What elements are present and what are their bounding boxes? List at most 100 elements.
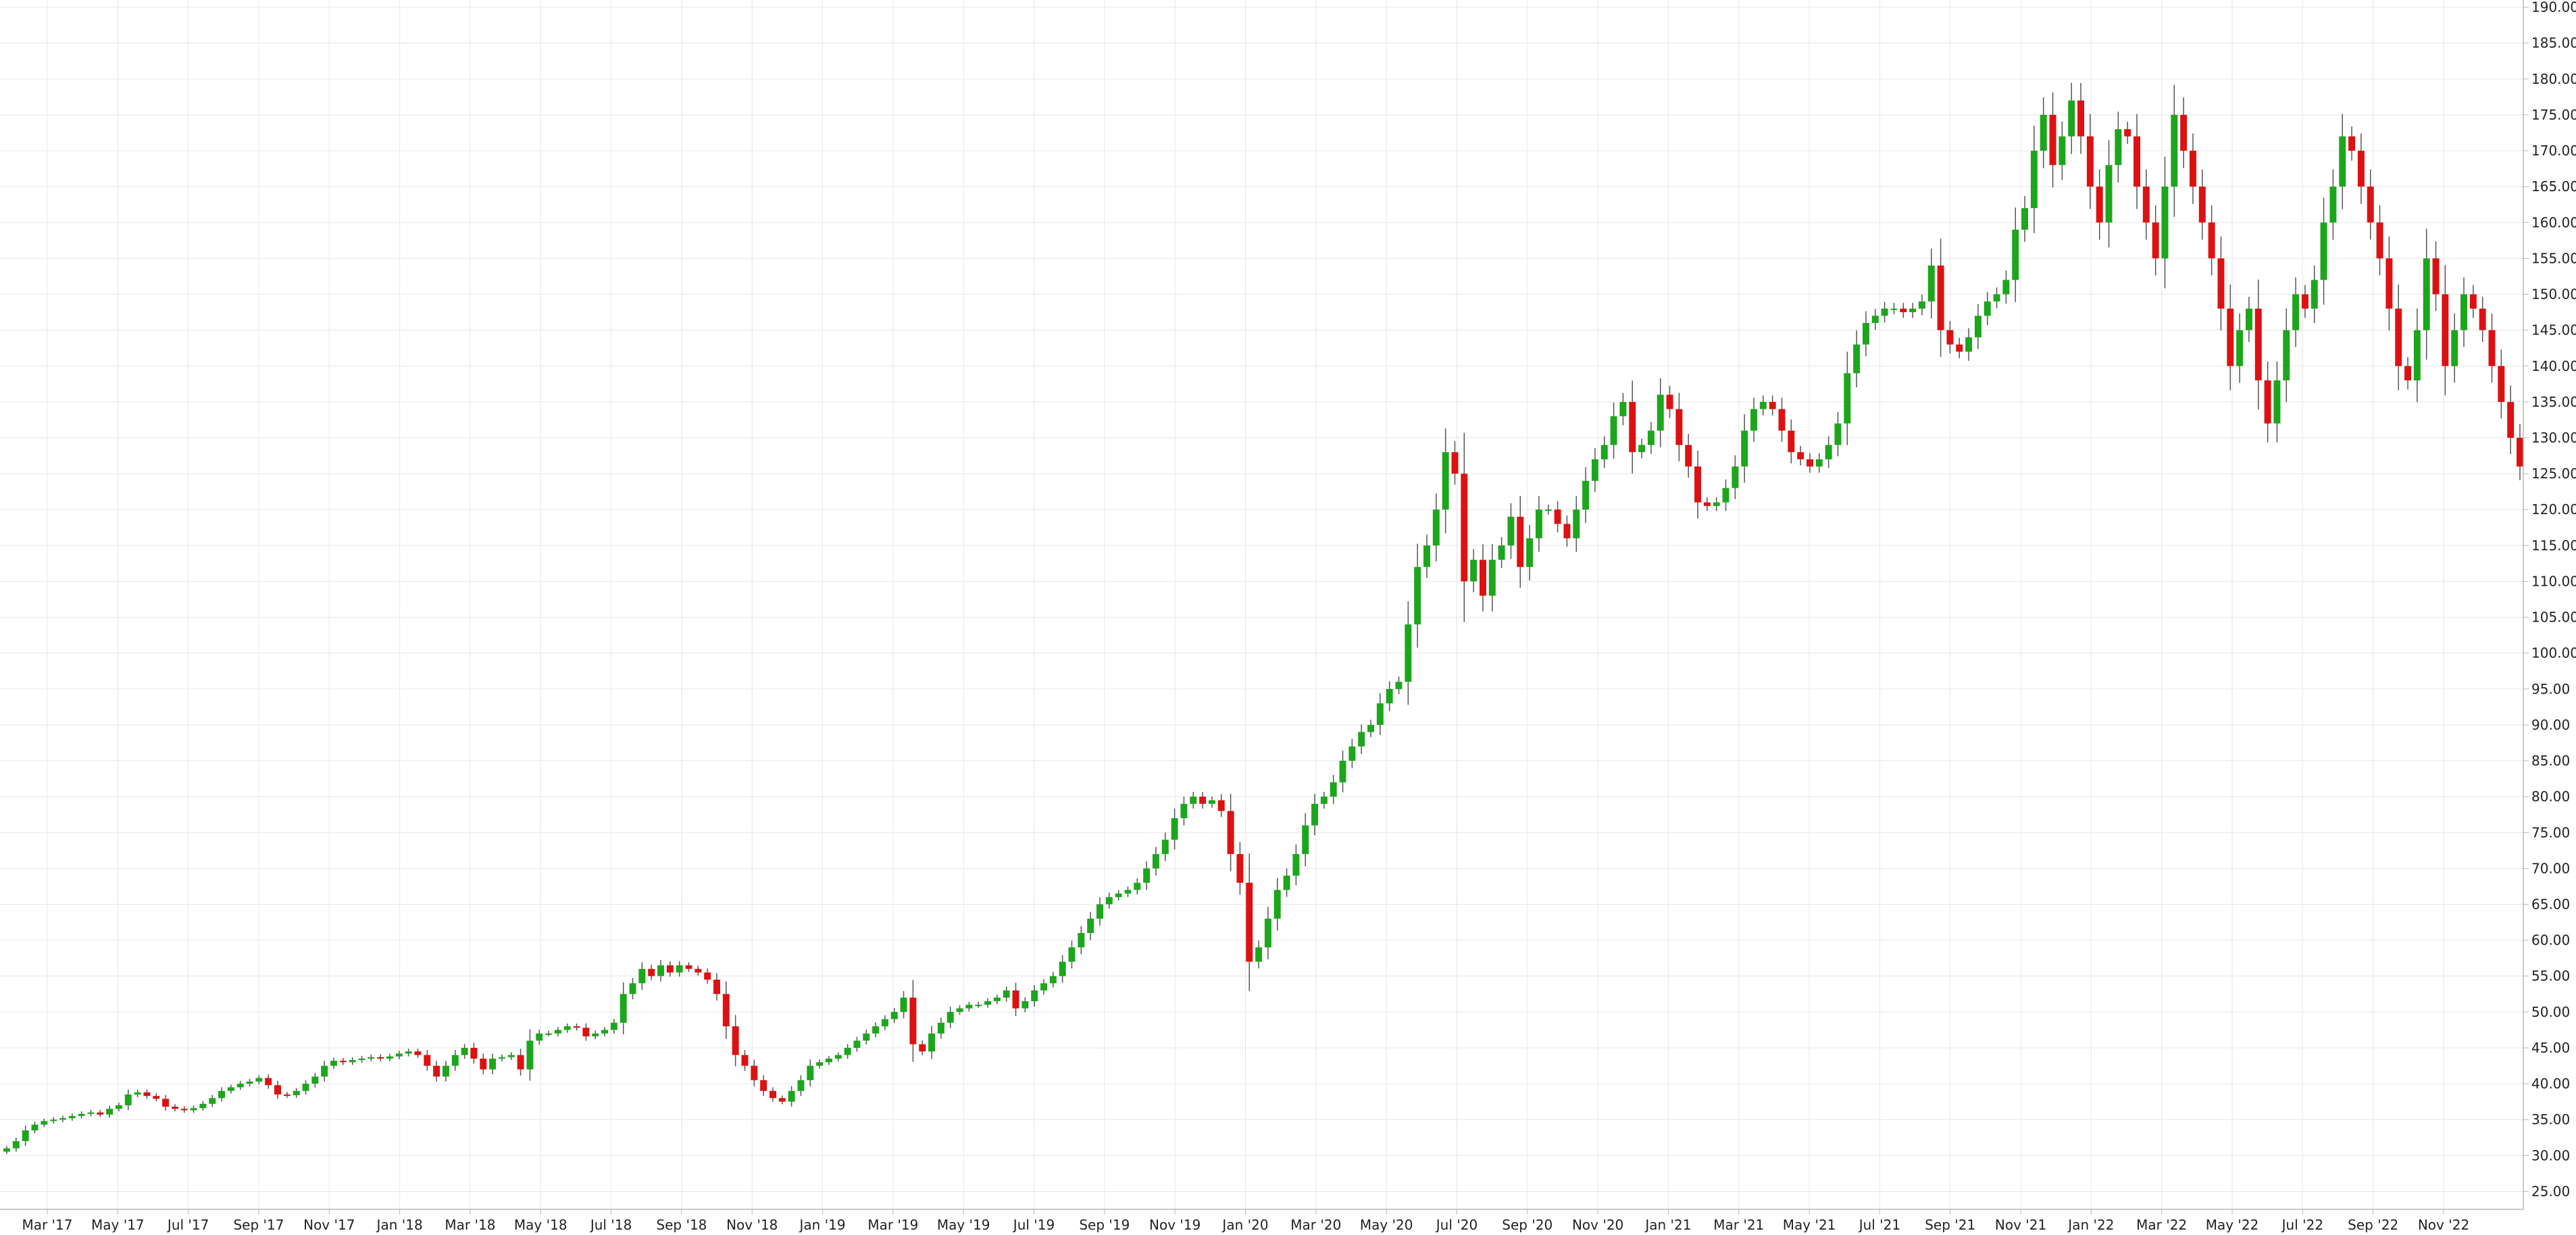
x-tick-label: Jan '22 [2067,1217,2114,1232]
candle-body [1246,882,1253,962]
candle-body [2059,136,2066,166]
candle-body [1461,474,1468,582]
candle-body [424,1055,431,1066]
candle-body [1208,800,1215,804]
candle-body [778,1098,786,1102]
candle-body [1638,445,1646,453]
x-tick-label: Nov '22 [2418,1217,2469,1232]
candle-body [536,1033,543,1041]
candle-body [620,994,627,1023]
candle-body [1115,893,1122,897]
candle-body [1694,466,1702,503]
candle-body [1480,559,1486,596]
candle-body [1900,308,1907,313]
candle-body [1974,316,1981,338]
candle-body [1927,266,1935,302]
candle-body [1797,452,1804,459]
candle-body [1367,724,1375,732]
candle-body [1984,301,1991,316]
candle-body [124,1094,132,1105]
candle-body [890,1011,898,1019]
candle-body [2283,330,2290,381]
candle-body [1685,445,1692,467]
candle-body [1180,803,1188,819]
candle-body [2152,222,2159,259]
y-tick-label: 85.00 [2531,753,2570,769]
candle-body [975,1005,982,1007]
candle-body [1405,624,1412,682]
x-tick-label: Sep '20 [1502,1217,1552,1232]
candle-body [1031,990,1038,1001]
candle-body [1871,316,1879,324]
candle-body [1143,868,1151,883]
candle-body [1302,825,1309,855]
candle-body [629,983,636,994]
x-tick-label: Jan '21 [1644,1217,1691,1232]
x-tick-label: May '21 [1783,1217,1836,1232]
candle-body [3,1148,10,1152]
candle-body [274,1085,282,1095]
x-tick-label: Sep '18 [656,1217,707,1232]
x-tick-label: Jul '17 [166,1217,209,1232]
candle-body [1750,409,1758,431]
candle-body [78,1113,85,1116]
candle-body [470,1047,478,1059]
candle-body [377,1057,384,1059]
candle-body [2115,129,2122,166]
candle-body [283,1094,291,1097]
candle-body [2077,100,2085,136]
x-tick-label: Sep '22 [2348,1217,2398,1232]
candle-body [2190,151,2196,187]
candle-body [2451,330,2458,366]
candle-body [1573,509,1580,538]
candle-body [1647,430,1655,445]
candle-body [1423,545,1430,568]
candle-body [1535,509,1542,538]
y-tick-label: 135.00 [2531,394,2576,410]
candle-body [1320,797,1328,804]
candle-body [601,1030,609,1034]
candle-body [1722,488,1729,503]
candle-body [2479,308,2486,330]
candle-body [1769,401,1776,409]
x-tick-label: Mar '22 [2136,1217,2187,1232]
candle-body [1432,509,1440,546]
x-tick-label: Jan '18 [376,1217,423,1232]
y-tick-label: 100.00 [2531,645,2576,661]
x-tick-label: Jan '20 [1221,1217,1268,1232]
candle-body [741,1055,749,1066]
x-tick-label: Mar '20 [1290,1217,1341,1232]
candle-body [1703,502,1711,506]
candle-body [1096,904,1103,919]
candle-body [919,1044,926,1052]
x-tick-label: Jul '20 [1435,1217,1478,1232]
candle-body [1563,524,1571,538]
x-tick-label: Sep '19 [1079,1217,1130,1232]
grid-layer [0,0,2523,1209]
candle-body [1815,459,1823,467]
candle-body [2096,186,2103,223]
candle-body [2310,280,2318,309]
y-tick-label: 70.00 [2531,860,2570,876]
candle-body [386,1056,393,1059]
candle-body [2517,438,2523,467]
y-tick-label: 150.00 [2531,286,2576,303]
candle-body [461,1047,468,1055]
candle-body [1993,294,2000,302]
candle-body [2030,151,2038,209]
candle-body [171,1107,178,1109]
y-tick-label: 90.00 [2531,717,2570,733]
candle-body [2469,294,2477,309]
candle-body [1844,373,1851,424]
candle-body [87,1112,95,1114]
candle-body [68,1115,76,1119]
y-tick-label: 30.00 [2531,1147,2570,1163]
candle-body [2002,280,2010,295]
y-tick-label: 175.00 [2531,107,2576,123]
y-tick-label: 105.00 [2531,609,2576,626]
candle-body [713,980,720,994]
candle-body [751,1065,758,1080]
candle-body [1199,797,1207,804]
candle-body [2404,366,2412,381]
candle-body [507,1055,515,1057]
